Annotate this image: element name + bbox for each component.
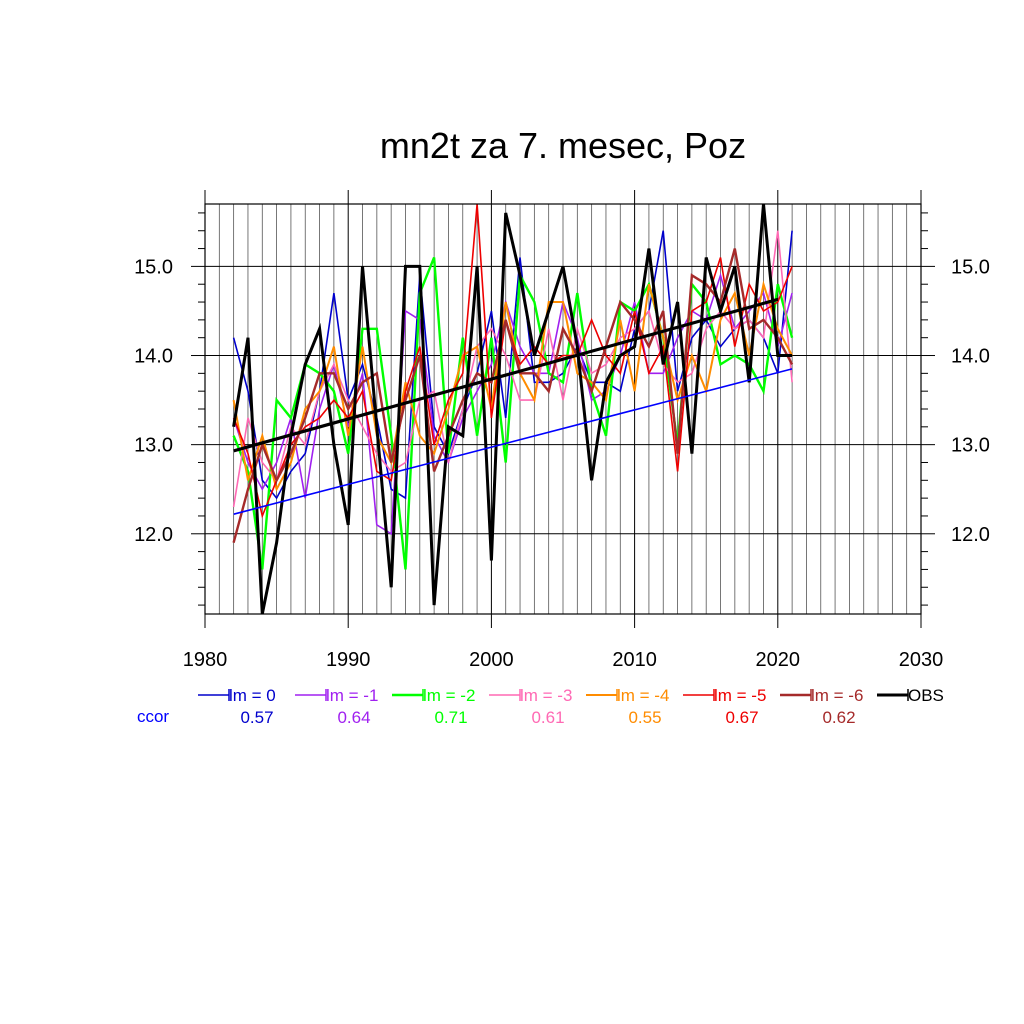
legend-label-7: OBS [908,686,944,705]
legend-label-2: lm = -2 [423,686,475,705]
legend-ccor-2: 0.71 [434,708,467,727]
legend-ccor-0: 0.57 [240,708,273,727]
x-tick-label: 2000 [469,649,514,671]
plot-area [232,203,794,615]
x-tick-label: 2020 [756,649,801,671]
legend-ccor-5: 0.67 [725,708,758,727]
legend-label-4: lm = -4 [617,686,669,705]
x-tick-label: 1980 [183,649,228,671]
series-line-6 [232,248,794,544]
axes: 1980 1990 2000 2010 2020 2030 12.0 12.0 13.0 13.0… [134,190,990,671]
trend-line-1 [233,297,779,453]
x-tick-label: 1990 [326,649,371,671]
y-tick-label-left: 13.0 [134,435,173,457]
legend-label-5: lm = -5 [714,686,766,705]
x-tick-label: 2010 [612,649,657,671]
y-tick-label-left: 15.0 [134,256,173,278]
legend-label-3: lm = -3 [520,686,572,705]
legend-ccor-3: 0.61 [531,708,564,727]
y-tick-label-right: 14.0 [951,346,990,368]
legend-label-6: lm = -6 [811,686,863,705]
ccor-label: ccor [137,707,169,726]
legend-label-0: lm = 0 [229,686,276,705]
y-tick-label-right: 15.0 [951,256,990,278]
y-tick-label-left: 14.0 [134,346,173,368]
trend-line-0 [233,368,793,515]
y-tick-label-right: 12.0 [951,524,990,546]
legend-ccor-4: 0.55 [628,708,661,727]
series-line-7 [232,203,793,615]
legend-ccor-6: 0.62 [822,708,855,727]
chart-title: mn2t za 7. mesec, Poz [380,125,746,166]
y-tick-label-left: 12.0 [134,524,173,546]
legend-ccor-1: 0.64 [337,708,370,727]
legend: lm = 0 0.57 lm = -1 0.64 lm = -2 0.71 lm = -3 0… [137,686,944,727]
y-tick-label-right: 13.0 [951,435,990,457]
legend-label-1: lm = -1 [326,686,378,705]
x-tick-label: 2030 [899,649,944,671]
